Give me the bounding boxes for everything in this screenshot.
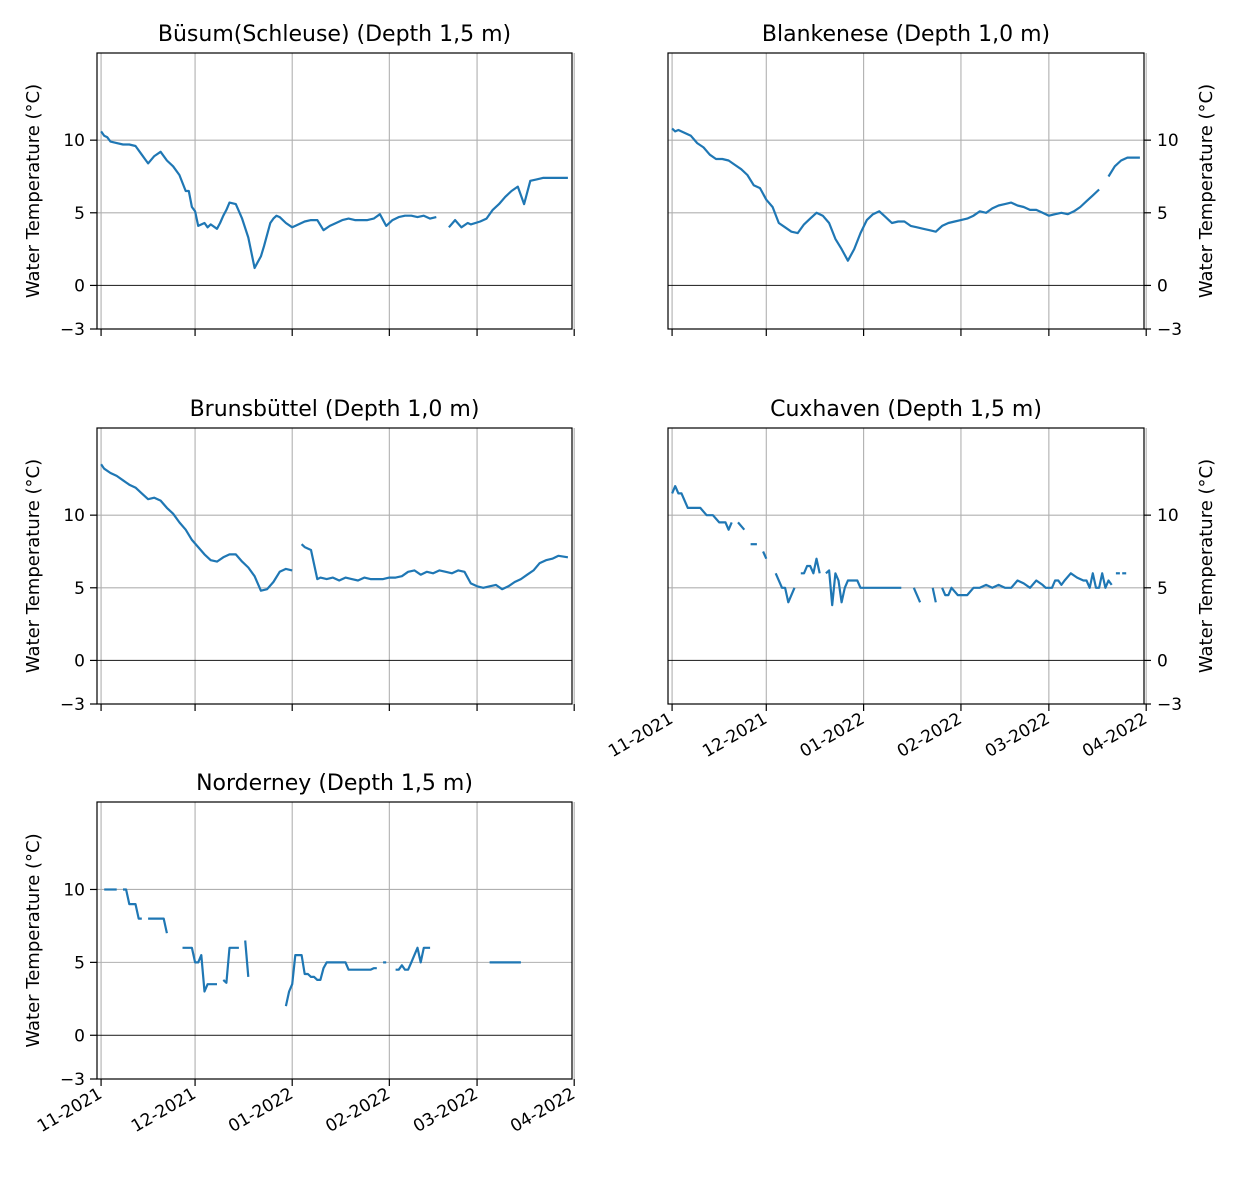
y-tick-label: 10 bbox=[1157, 131, 1179, 151]
series-line-segment bbox=[284, 953, 377, 1007]
y-tick-label: −3 bbox=[1157, 695, 1182, 715]
y-tick-label: −3 bbox=[60, 695, 85, 715]
series-line-segment bbox=[1107, 156, 1140, 178]
y-tick-label: 5 bbox=[1157, 204, 1168, 224]
y-tick-label: 5 bbox=[74, 579, 85, 599]
y-tick-label: −3 bbox=[60, 320, 85, 340]
series-line-segment bbox=[825, 569, 902, 607]
y-tick-label: 0 bbox=[74, 276, 85, 296]
subplot-3: Brunsbüttel (Depth 1,0 m) −3 0 5 10 Water Tem… bbox=[23, 397, 575, 715]
x-tick-label: 03-2022 bbox=[410, 1084, 482, 1137]
series-line-segment bbox=[912, 587, 922, 603]
y-tick-label: 5 bbox=[1157, 579, 1168, 599]
x-tick-label: 01-2022 bbox=[225, 1084, 297, 1137]
series-line-segment bbox=[300, 543, 569, 591]
subplot-title: Cuxhaven (Depth 1,5 m) bbox=[770, 397, 1042, 422]
subplot-title: Norderney (Depth 1,5 m) bbox=[196, 771, 473, 796]
y-tick-label: 5 bbox=[74, 204, 85, 224]
y-tick-label: 5 bbox=[74, 953, 85, 973]
series-line-segment bbox=[941, 572, 1113, 597]
subplot-2: Blankenese (Depth 1,0 m) −3 0 5 10 Water Temp… bbox=[667, 22, 1217, 340]
plot-frame bbox=[667, 427, 1145, 705]
x-tick-label: 12-2021 bbox=[699, 709, 771, 762]
subplot-title: Brunsbüttel (Depth 1,0 m) bbox=[190, 397, 480, 422]
y-tick-label: 10 bbox=[63, 506, 85, 526]
series-line-segment bbox=[182, 946, 217, 993]
plot-frame bbox=[96, 427, 573, 705]
series-line-segment bbox=[244, 940, 250, 977]
x-tick-label: 02-2022 bbox=[894, 709, 966, 762]
series-line-segment bbox=[448, 176, 568, 229]
y-tick-label: 0 bbox=[74, 1026, 85, 1046]
y-tick-label: 0 bbox=[1157, 276, 1168, 296]
y-axis-label: Water Temperature (°C) bbox=[23, 833, 44, 1047]
x-tick-label: 04-2022 bbox=[507, 1084, 579, 1137]
y-axis-label: Water Temperature (°C) bbox=[23, 84, 44, 298]
plot-frame bbox=[96, 801, 573, 1080]
y-tick-label: −3 bbox=[1157, 320, 1182, 340]
y-tick-label: 10 bbox=[63, 131, 85, 151]
series-line-segment bbox=[774, 572, 796, 604]
series-line-segment bbox=[737, 521, 746, 531]
series-line-segment bbox=[800, 557, 821, 575]
series-line-segment bbox=[762, 551, 768, 560]
y-tick-label: 10 bbox=[1157, 506, 1179, 526]
y-axis-label: Water Temperature (°C) bbox=[1196, 84, 1217, 298]
plot-frame bbox=[667, 52, 1145, 330]
series-line-segment bbox=[222, 946, 239, 984]
subplot-4: Cuxhaven (Depth 1,5 m) −3 0 5 10 Water Temper… bbox=[605, 397, 1217, 762]
subplot-1: Büsum(Schleuse) (Depth 1,5 m) −3 0 5 10 Water… bbox=[23, 22, 575, 340]
x-tick-label: 04-2022 bbox=[1079, 709, 1151, 762]
y-axis-label: Water Temperature (°C) bbox=[1196, 459, 1217, 673]
series-line-segment bbox=[148, 917, 168, 934]
subplot-title: Büsum(Schleuse) (Depth 1,5 m) bbox=[158, 22, 511, 47]
subplot-title: Blankenese (Depth 1,0 m) bbox=[762, 22, 1050, 47]
y-tick-label: −3 bbox=[60, 1070, 85, 1090]
subplot-5: Norderney (Depth 1,5 m) −3 0 5 10 Water Tempe… bbox=[23, 771, 579, 1137]
plot-frame bbox=[96, 52, 573, 330]
series-line-segment bbox=[100, 463, 293, 592]
y-tick-label: 10 bbox=[63, 880, 85, 900]
x-tick-label: 11-2021 bbox=[34, 1084, 106, 1137]
x-tick-label: 02-2022 bbox=[322, 1084, 394, 1137]
x-tick-label: 03-2022 bbox=[982, 709, 1054, 762]
series-line-segment bbox=[123, 888, 142, 920]
y-tick-label: 0 bbox=[1157, 651, 1168, 671]
y-axis-label: Water Temperature (°C) bbox=[23, 459, 44, 673]
series-line-segment bbox=[931, 587, 937, 603]
y-tick-label: 0 bbox=[74, 651, 85, 671]
series-line-segment bbox=[395, 946, 431, 971]
x-tick-label: 01-2022 bbox=[797, 709, 869, 762]
x-tick-label: 12-2021 bbox=[128, 1084, 200, 1137]
x-tick-label: 11-2021 bbox=[605, 709, 677, 762]
series-line-segment bbox=[671, 127, 1100, 262]
series-line-segment bbox=[100, 130, 437, 270]
series-line-segment bbox=[671, 485, 733, 531]
